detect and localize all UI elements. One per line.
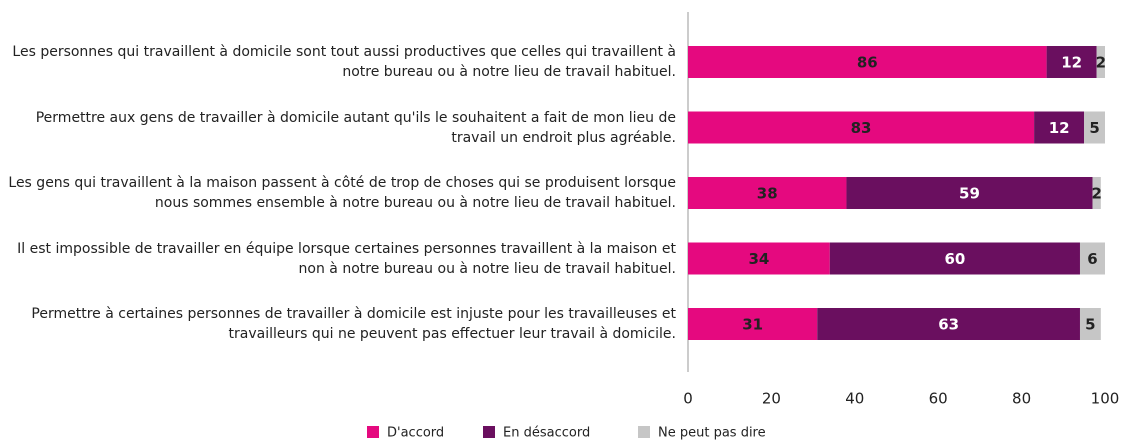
legend-label: D'accord — [387, 426, 444, 440]
value-label: 2 — [1091, 185, 1101, 203]
value-label: 63 — [938, 316, 959, 334]
x-tick-label: 60 — [929, 390, 948, 408]
value-label: 83 — [851, 119, 872, 137]
bar-segment — [1092, 177, 1101, 209]
value-label: 6 — [1087, 250, 1097, 268]
bar-segment — [1084, 111, 1105, 144]
value-label: 60 — [944, 250, 965, 268]
x-tick-label: 80 — [1012, 390, 1031, 408]
value-label: 2 — [1096, 54, 1106, 72]
value-label: 38 — [757, 185, 778, 203]
x-tick-label: 100 — [1091, 390, 1120, 408]
category-label: Permettre aux gens de travailler à domic… — [35, 109, 676, 146]
bar-segment — [1079, 308, 1101, 340]
bar-segment — [688, 177, 847, 209]
legend-swatch — [367, 426, 379, 438]
bar-segment — [688, 111, 1035, 144]
bar-segment — [688, 308, 818, 340]
bar-segment — [846, 177, 1093, 209]
legend-swatch — [638, 426, 650, 438]
x-tick-label: 20 — [762, 390, 781, 408]
value-label: 12 — [1061, 54, 1082, 72]
value-label: 5 — [1089, 119, 1099, 137]
value-label: 59 — [959, 185, 980, 203]
value-label: 5 — [1085, 316, 1095, 334]
value-label: 12 — [1049, 119, 1070, 137]
bar-segment — [829, 242, 1080, 275]
category-label: Les personnes qui travaillent à domicile… — [12, 44, 676, 80]
legend-swatch — [483, 426, 495, 438]
value-label: 34 — [748, 250, 769, 268]
x-tick-label: 0 — [683, 390, 693, 408]
bar-segment — [1079, 242, 1105, 275]
bar-segment — [688, 242, 830, 275]
bar-segment — [1096, 46, 1105, 78]
legend-label: En désaccord — [503, 426, 590, 440]
category-label: Les gens qui travaillent à la maison pas… — [8, 175, 676, 211]
legend-label: Ne peut pas dire — [658, 426, 766, 440]
x-tick-label: 40 — [845, 390, 864, 408]
category-label: Il est impossible de travailler en équip… — [17, 240, 676, 277]
bar-segment — [688, 46, 1047, 78]
value-label: 31 — [742, 316, 763, 334]
category-label: Permettre à certaines personnes de trava… — [31, 306, 676, 342]
bar-segment — [1034, 111, 1085, 144]
value-label: 86 — [857, 54, 878, 72]
bar-segment — [817, 308, 1080, 340]
bar-segment — [1046, 46, 1097, 78]
